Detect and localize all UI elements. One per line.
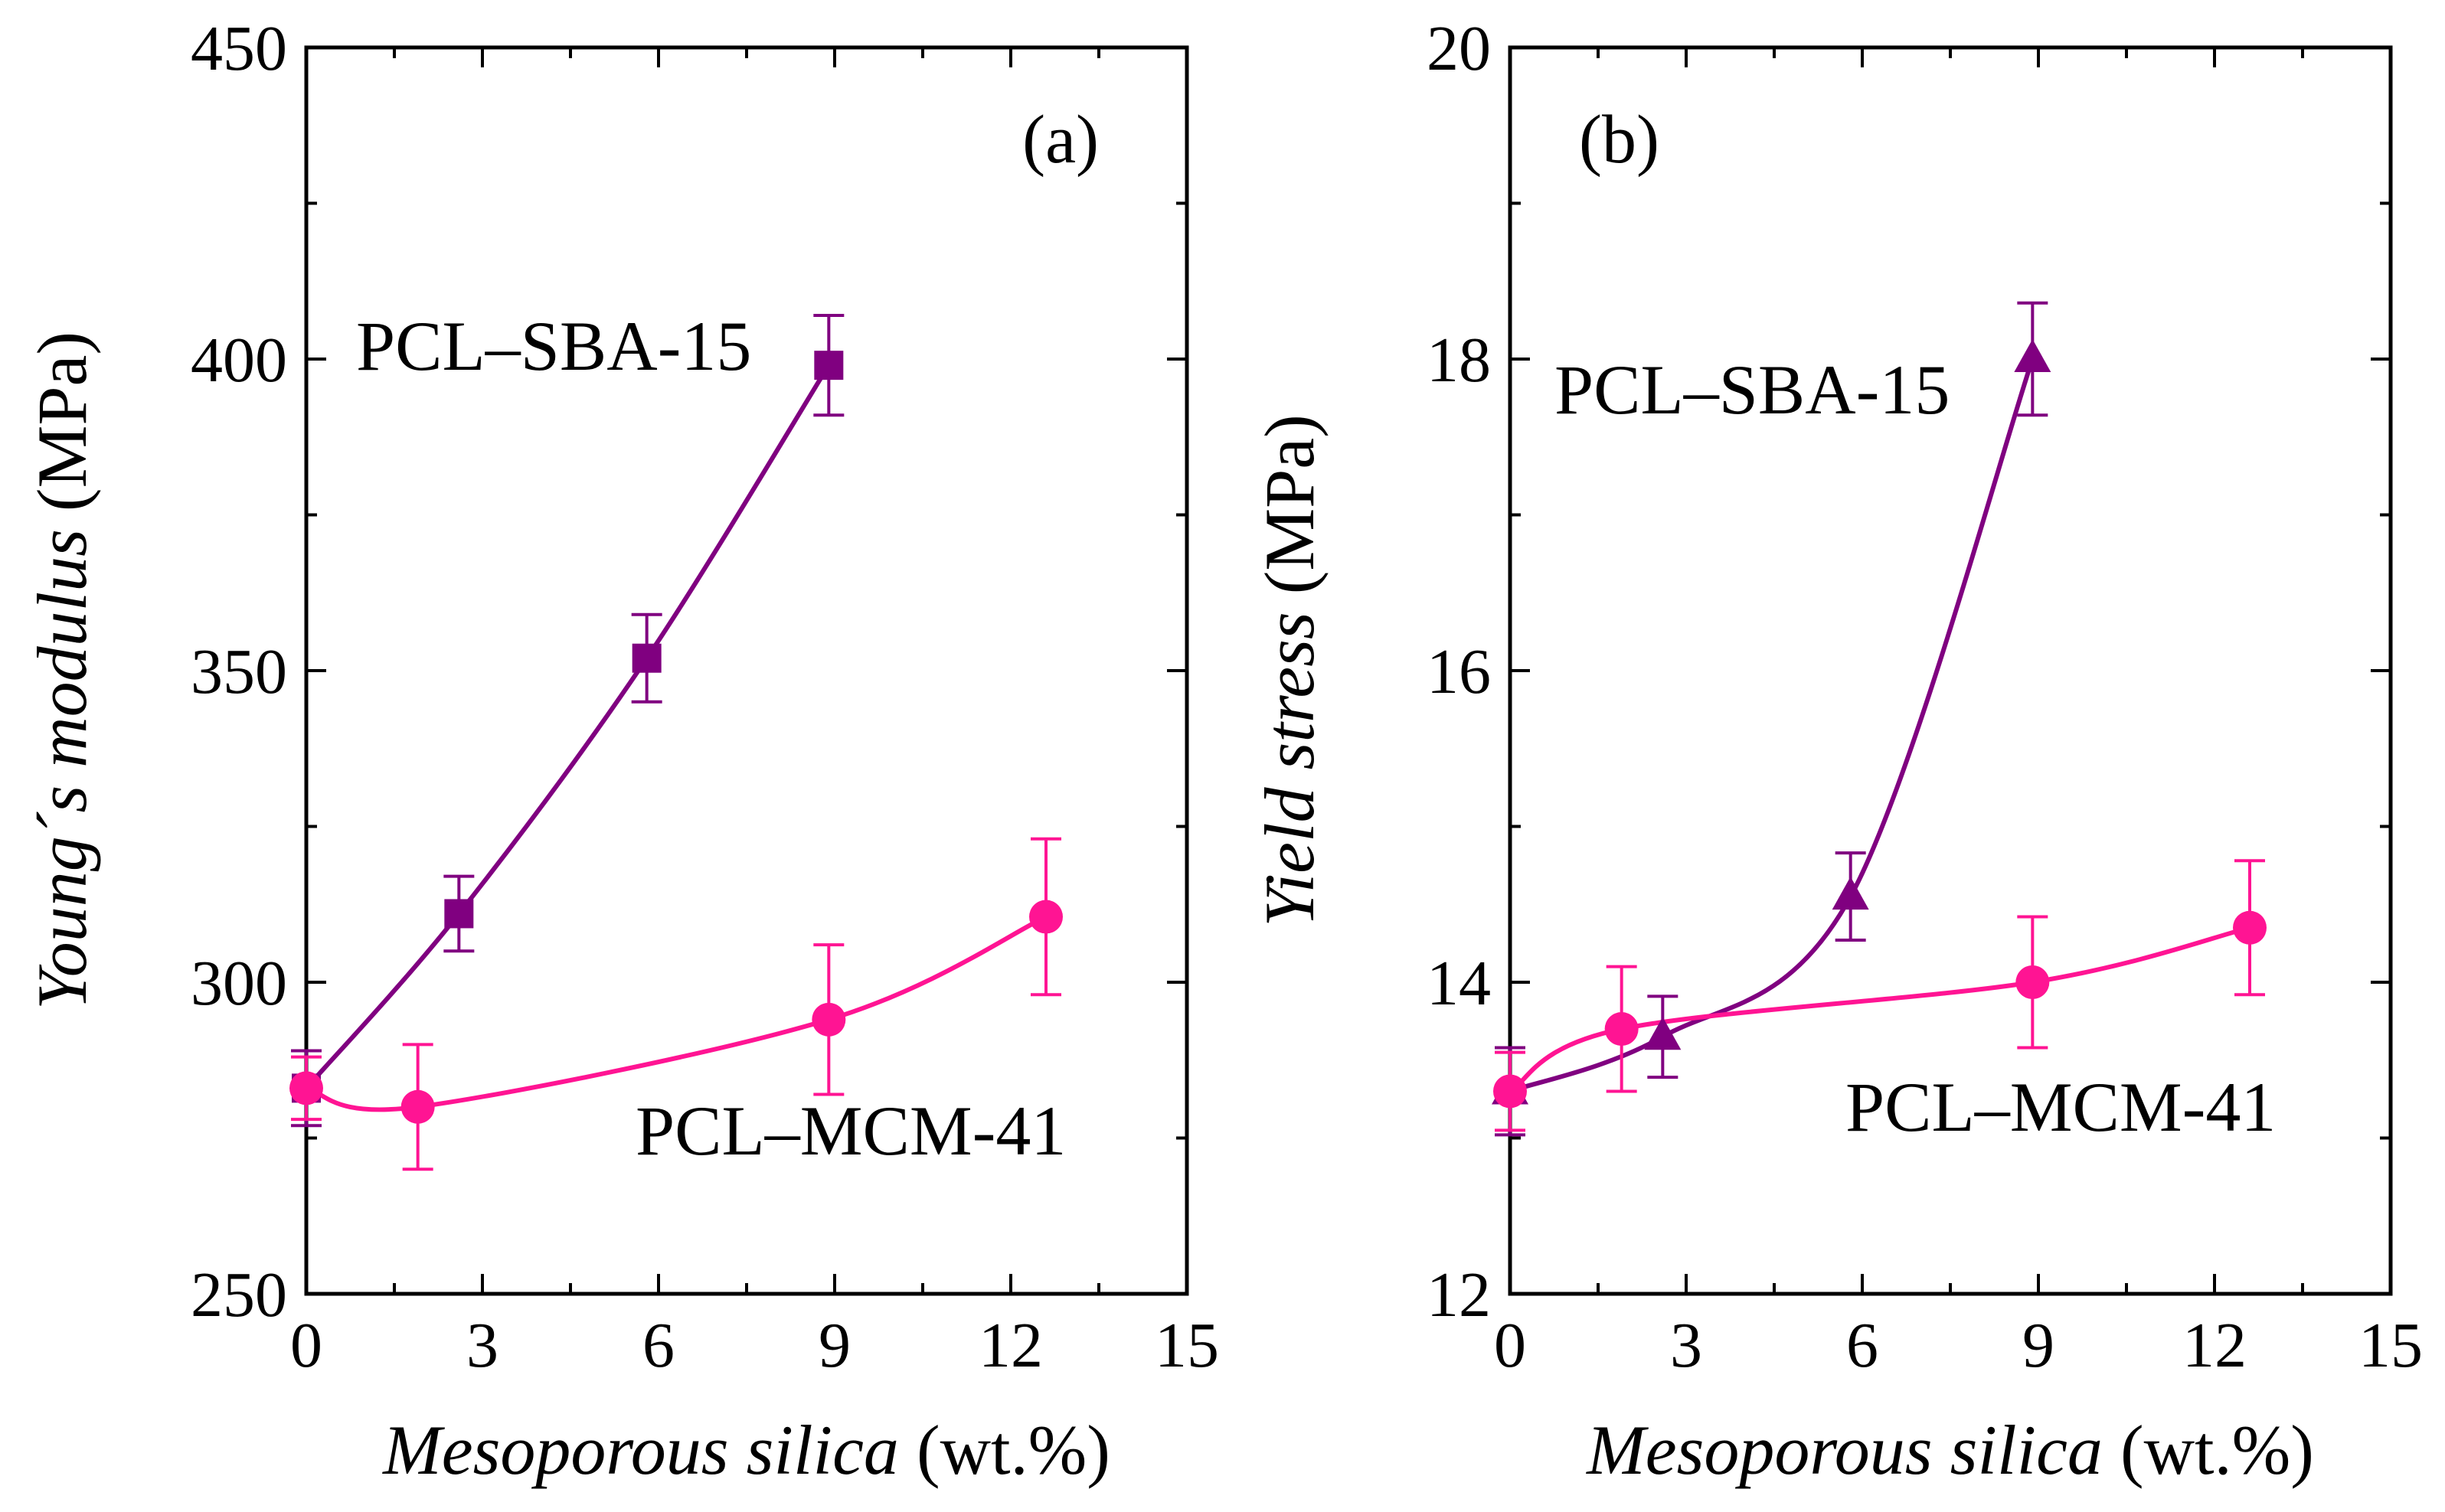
- y-tick-label: 12: [1427, 1259, 1491, 1331]
- panel-a-x-axis-title: Mesoporous silica (wt.%): [381, 1411, 1110, 1489]
- data-point-circle: [2015, 965, 2050, 999]
- panel-b-axis-ticks: 0 3 6 9 12 15 12 14 16 18 20: [1427, 13, 2423, 1381]
- panel-b-y-axis-title: Yield stress (MPa): [1250, 414, 1329, 927]
- data-point-circle: [812, 1002, 846, 1037]
- x-tick-label: 12: [979, 1310, 1043, 1381]
- y-tick-label: 18: [1427, 325, 1491, 396]
- panel-a-axis-ticks: 0 3 6 9 12 15 250 300 350 400 450: [191, 13, 1219, 1381]
- panel-a-label: (a): [1022, 102, 1099, 178]
- x-tick-label: 12: [2182, 1310, 2247, 1381]
- y-tick-label: 16: [1427, 636, 1491, 707]
- data-point-square: [814, 351, 844, 380]
- panel-b-fit-curves: [1509, 358, 2251, 1094]
- x-tick-label: 9: [2022, 1310, 2054, 1381]
- panel-b-x-axis-title: Mesoporous silica (wt.%): [1585, 1411, 2314, 1489]
- y-tick-label: 20: [1427, 13, 1491, 84]
- panel-a-data-marks: [289, 314, 1063, 1171]
- fit-curve-mcm41: [1509, 925, 2251, 1094]
- x-tick-label: 6: [1846, 1310, 1878, 1381]
- data-point-circle: [1029, 900, 1063, 934]
- panel-b-yield-stress-chart: 0 3 6 9 12 15 12 14 16 18 20 (b) PCL–SBA-15 PCL–MC…: [1250, 13, 2423, 1489]
- fit-curve-mcm41: [306, 914, 1048, 1112]
- x-tick-label: 15: [1155, 1310, 1219, 1381]
- data-point-square: [632, 643, 662, 673]
- panel-a-series-label-sba15: PCL–SBA-15: [356, 307, 751, 385]
- y-tick-label: 350: [191, 636, 287, 707]
- data-point-triangle: [1644, 1017, 1682, 1050]
- panel-a-youngs-modulus-chart: 0 3 6 9 12 15 250 300 350 400 450 (a) PCL–SBA-15 P…: [23, 13, 1219, 1489]
- y-tick-label: 14: [1427, 948, 1491, 1019]
- y-tick-label: 400: [191, 325, 287, 396]
- panel-b-series-label-sba15: PCL–SBA-15: [1554, 351, 1950, 429]
- y-tick-label: 250: [191, 1259, 287, 1331]
- data-point-circle: [1493, 1074, 1527, 1109]
- x-tick-label: 15: [2358, 1310, 2423, 1381]
- data-point-circle: [1604, 1012, 1639, 1047]
- y-tick-label: 300: [191, 948, 287, 1019]
- panel-b-series-label-mcm41: PCL–MCM-41: [1845, 1068, 2276, 1146]
- x-tick-label: 3: [1670, 1310, 1702, 1381]
- x-tick-label: 3: [466, 1310, 498, 1381]
- panel-a-y-axis-title: Young´s modulus (MPa): [23, 331, 101, 1010]
- data-point-square: [444, 899, 474, 929]
- data-point-circle: [400, 1089, 435, 1124]
- data-point-circle: [2233, 910, 2267, 945]
- panel-a-fit-curves: [304, 364, 1048, 1112]
- x-tick-label: 0: [1494, 1310, 1526, 1381]
- fit-curve-sba15: [304, 364, 831, 1090]
- panel-b-label: (b): [1579, 102, 1659, 178]
- panel-b-data-marks: [1492, 301, 2267, 1137]
- x-tick-label: 9: [819, 1310, 851, 1381]
- panel-a-series-label-mcm41: PCL–MCM-41: [636, 1092, 1066, 1170]
- x-tick-label: 6: [642, 1310, 675, 1381]
- data-point-circle: [289, 1071, 323, 1105]
- x-tick-label: 0: [290, 1310, 322, 1381]
- data-point-triangle: [2014, 339, 2051, 372]
- y-tick-label: 450: [191, 13, 287, 84]
- fit-curve-sba15: [1509, 358, 2035, 1094]
- data-point-triangle: [1832, 877, 1869, 910]
